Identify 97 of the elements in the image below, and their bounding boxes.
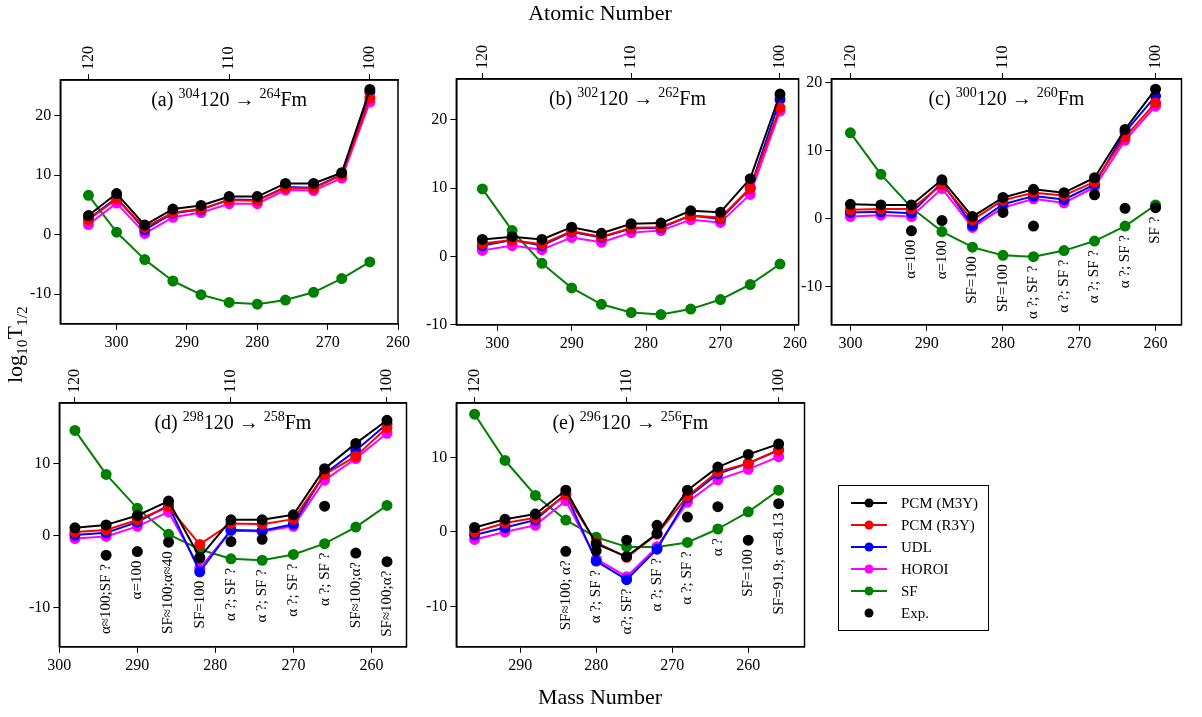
y-tick-label: -10 — [801, 276, 823, 294]
y-tick-label: 20 — [431, 110, 448, 128]
x-tick-label: 260 — [359, 655, 384, 673]
x-tick-label: 280 — [245, 332, 270, 350]
annotation: α ?; SF ? — [284, 563, 301, 617]
annotation: SF=100 — [963, 256, 980, 304]
legend-label: SF — [901, 582, 918, 600]
y-tick-label: -10 — [426, 315, 448, 332]
x-tick-label: 270 — [708, 333, 733, 351]
annotation: α?; SF? — [617, 588, 634, 635]
legend-label: PCM (M3Y) — [901, 494, 979, 512]
annotation: SF=91.9; α=8.13 — [769, 512, 786, 615]
legend-label: UDL — [901, 538, 932, 556]
annotation: α ?; SF ? — [678, 551, 695, 605]
x-tick-label: 290 — [559, 333, 584, 351]
y-tick-label: -10 — [29, 598, 51, 616]
annotation: α ?; SF ? — [1024, 265, 1041, 319]
y-tick-label: 10 — [35, 165, 52, 183]
y-tick-label: 10 — [34, 453, 51, 471]
x2-axis-title: Atomic Number — [528, 0, 672, 26]
x-tick-label: 300 — [104, 332, 129, 350]
chart-title: (c) $^{300}$120 → $^{260}$Fm — [928, 85, 1085, 110]
annotation: α≈100;SF ? — [97, 563, 114, 635]
annotation: α=100 — [128, 560, 145, 600]
y-tick-label: -10 — [426, 596, 448, 614]
chart-title: (a) $^{304}$120 → $^{264}$Fm — [151, 86, 308, 111]
y-tick-label: 10 — [806, 140, 823, 158]
annotation: α ?; SF ? — [253, 568, 270, 623]
x-tick-label: 280 — [990, 333, 1015, 351]
x2-tick-label: 100 — [768, 369, 786, 393]
y-tick-label: 0 — [814, 208, 823, 226]
x-tick-label: 280 — [634, 333, 659, 351]
x-tick-label: 260 — [1143, 333, 1168, 351]
x2-tick-label: 120 — [65, 369, 83, 393]
chart-title: (d) $^{298}$120 → $^{258}$Fm — [154, 409, 312, 434]
x2-tick-label: 120 — [464, 369, 482, 393]
x2-tick-label: 110 — [219, 46, 237, 70]
x2-tick-label: 110 — [621, 45, 639, 69]
legend-label: PCM (R3Y) — [901, 516, 975, 534]
x-tick-label: 270 — [315, 332, 340, 350]
annotation: SF=100 — [190, 580, 207, 629]
x-tick-label: 290 — [174, 332, 199, 350]
annotation: α=100 — [902, 239, 919, 279]
x-tick-label: 260 — [782, 333, 807, 351]
x-tick-label: 300 — [485, 333, 510, 351]
annotation: α=100 — [932, 240, 949, 280]
annotation: α ?; SF ? — [221, 567, 238, 622]
x-tick-label: 300 — [838, 333, 863, 351]
x2-tick-label: 110 — [221, 369, 239, 393]
x2-tick-label: 100 — [770, 45, 788, 69]
annotation: SF≈100;α? — [346, 561, 363, 629]
chart-title: (b) $^{302}$120 → $^{262}$Fm — [548, 85, 706, 110]
x2-tick-label: 100 — [360, 46, 378, 70]
y-tick-label: 10 — [431, 178, 448, 196]
x-tick-label: 300 — [47, 655, 72, 673]
x-tick-label: 280 — [203, 655, 228, 673]
annotation: SF≈100;α? — [377, 570, 394, 637]
x-tick-label: 260 — [736, 655, 761, 673]
x-tick-label: 290 — [125, 655, 150, 673]
y-tick-label: -10 — [30, 284, 52, 302]
chart-title: (e) $^{296}$120 → $^{256}$Fm — [552, 409, 709, 434]
x2-tick-label: 120 — [840, 45, 858, 69]
x2-tick-label: 110 — [993, 45, 1011, 69]
y-tick-label: 10 — [431, 447, 448, 465]
annotation: α ?; SF ? — [587, 569, 604, 624]
x-axis-title: Mass Number — [537, 684, 663, 710]
annotation: α ? — [708, 537, 725, 557]
annotation: SF ? — [1146, 216, 1163, 244]
x2-tick-label: 100 — [377, 369, 395, 393]
y-tick-label: 0 — [439, 522, 448, 540]
annotation: α ?; SF ? — [1085, 249, 1102, 304]
x-tick-label: 290 — [914, 333, 939, 351]
annotation: SF=100 — [993, 264, 1010, 313]
annotation: SF≈100;α≈40 — [159, 551, 176, 634]
annotation: α ?; SF ? — [647, 557, 664, 612]
x-tick-label: 270 — [281, 655, 306, 673]
x2-tick-label: 120 — [78, 46, 96, 70]
x2-tick-label: 100 — [1145, 45, 1163, 69]
x-tick-label: 290 — [508, 655, 533, 673]
x2-tick-label: 110 — [616, 369, 634, 393]
annotation: SF=100 — [739, 549, 756, 597]
x-tick-label: 280 — [584, 655, 609, 673]
y-tick-label: 0 — [42, 525, 51, 543]
annotation: SF≈100; α? — [556, 560, 573, 631]
annotation: α ?; SF ? — [1054, 259, 1071, 313]
x2-tick-label: 120 — [472, 45, 490, 69]
x-tick-label: 270 — [1067, 333, 1092, 351]
annotation: α ?; SF ? — [1115, 234, 1132, 289]
y-tick-label: 20 — [806, 72, 823, 90]
y-tick-label: 0 — [439, 246, 448, 264]
legend-label: HOROI — [901, 560, 949, 578]
y-tick-label: 20 — [35, 105, 52, 123]
annotation: α ?; SF ? — [315, 552, 332, 606]
legend-label: Exp. — [901, 604, 929, 622]
x-tick-label: 260 — [386, 332, 410, 350]
y-tick-label: 0 — [43, 224, 52, 242]
x-tick-label: 270 — [660, 655, 685, 673]
